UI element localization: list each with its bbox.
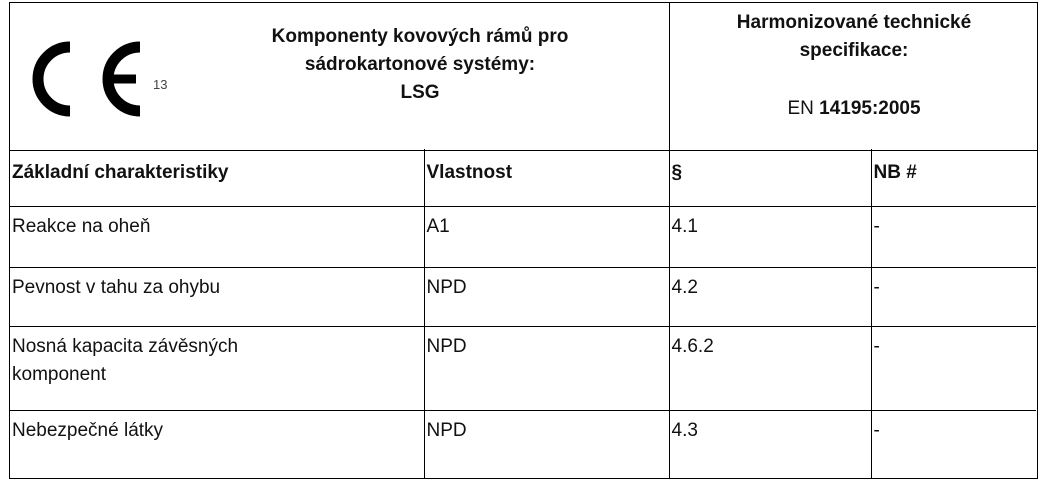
document: 13 Komponenty kovových rámů pro sádrokar… xyxy=(9,2,1038,479)
table-cell: NPD xyxy=(423,409,670,478)
column-header: Vlastnost xyxy=(423,149,670,207)
header-row: Základní charakteristiky Vlastnost § NB # xyxy=(10,149,1036,207)
spec-title: Harmonizované technické specifikace: xyxy=(670,9,1038,65)
spec-prefix: EN xyxy=(787,98,814,119)
cell-text: A1 xyxy=(426,215,450,237)
table-cell: Reakce na oheň xyxy=(10,206,425,268)
cell-text: - xyxy=(873,335,880,357)
table-cell: Pevnost v tahu za ohybu xyxy=(10,266,425,327)
ce-number: 13 xyxy=(153,77,168,92)
table-cell: 4.2 xyxy=(668,266,872,327)
table-cell: NPD xyxy=(423,325,670,411)
cell-text: NPD xyxy=(426,419,467,441)
spec-cell: Harmonizované technické specifikace: EN … xyxy=(669,3,1038,149)
cell-text: 4.2 xyxy=(671,276,698,298)
table-row: Nebezpečné látky NPD 4.3 - xyxy=(10,409,1036,478)
cell-text: - xyxy=(873,276,880,298)
spec-title-line: specifikace: xyxy=(799,40,909,61)
ce-logo xyxy=(32,41,141,117)
cell-text: - xyxy=(873,419,880,441)
cell-text: NPD xyxy=(426,276,467,298)
table-cell: - xyxy=(870,409,1036,478)
product-title: Komponenty kovových rámů pro sádrokarton… xyxy=(210,23,630,107)
table-row: Reakce na oheň A1 4.1 - xyxy=(10,206,1036,268)
table-row: Pevnost v tahu za ohybu NPD 4.2 - xyxy=(10,266,1036,327)
cell-text: Pevnost v tahu za ohybu xyxy=(12,276,221,298)
table-cell: Nebezpečné látky xyxy=(10,409,425,478)
cell-text: 4.6.2 xyxy=(671,335,714,357)
table-cell: - xyxy=(870,325,1036,411)
table-row: Nosná kapacita závěsných komponent NPD 4.6… xyxy=(10,325,1036,411)
table-cell: Nosná kapacita závěsných komponent xyxy=(10,325,425,411)
table-cell: 4.6.2 xyxy=(668,325,872,411)
column-header: NB # xyxy=(870,149,1036,207)
column-header: § xyxy=(668,149,872,207)
table-cell: 4.1 xyxy=(668,206,872,268)
table-cell: A1 xyxy=(423,206,670,268)
table-cell: - xyxy=(870,206,1036,268)
cell-text: NPD xyxy=(426,335,467,357)
spec-code: EN 14195:2005 xyxy=(670,95,1038,123)
spec-title-line: Harmonizované technické xyxy=(736,12,972,33)
title-line: Komponenty kovových rámů pro xyxy=(271,26,569,47)
ce-e xyxy=(102,41,141,117)
title-line: sádrokartonové systémy: xyxy=(304,54,536,75)
cell-text: Nebezpečné látky xyxy=(12,419,164,441)
title-line: LSG xyxy=(400,82,440,103)
cell-text: 4.1 xyxy=(671,215,698,237)
table-body: Reakce na oheň A1 4.1- Pevnost v tahu za oh… xyxy=(10,206,1036,478)
cell-text: Reakce na oheň xyxy=(12,215,151,237)
cell-text: 4.3 xyxy=(671,419,698,441)
spec-number: 14195:2005 xyxy=(819,98,921,119)
cell-text: Nosná kapacita závěsných komponent xyxy=(12,335,239,385)
column-header: Základní charakteristiky xyxy=(10,149,425,207)
ce-c xyxy=(32,41,71,117)
table-cell: - xyxy=(870,266,1036,327)
cell-text: - xyxy=(873,215,880,237)
table-cell: NPD xyxy=(423,266,670,327)
characteristics-table: Základní charakteristiky Vlastnost § NB # R… xyxy=(10,149,1036,478)
table-cell: 4.3 xyxy=(668,409,872,478)
header: 13 Komponenty kovových rámů pro sádrokar… xyxy=(10,3,1037,151)
